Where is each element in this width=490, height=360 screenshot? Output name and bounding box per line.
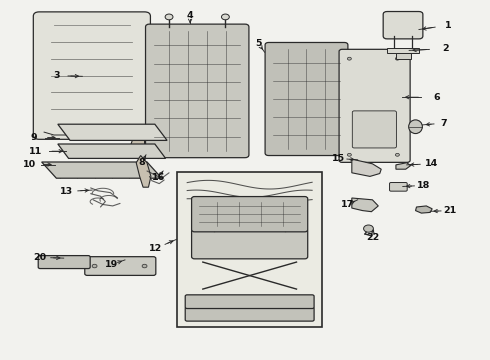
Circle shape [347,57,351,60]
Text: 22: 22 [366,233,379,242]
FancyBboxPatch shape [265,42,348,156]
Text: 5: 5 [255,39,262,48]
Text: 8: 8 [139,158,146,167]
Text: 3: 3 [53,71,60,80]
Polygon shape [136,156,151,187]
Text: 7: 7 [440,118,447,127]
FancyBboxPatch shape [383,12,423,39]
FancyBboxPatch shape [38,256,90,269]
Text: 4: 4 [187,10,194,19]
Polygon shape [42,162,162,178]
Polygon shape [58,124,167,140]
Circle shape [347,153,351,156]
Text: 19: 19 [105,260,119,269]
Text: 14: 14 [424,159,438,168]
FancyBboxPatch shape [192,197,308,232]
Circle shape [165,14,173,20]
Text: 6: 6 [434,93,441,102]
Text: 9: 9 [30,133,37,142]
FancyBboxPatch shape [185,307,314,321]
Text: 15: 15 [332,154,344,163]
FancyBboxPatch shape [339,49,410,162]
FancyBboxPatch shape [192,229,308,259]
Text: 21: 21 [443,206,457,215]
FancyBboxPatch shape [352,111,396,148]
FancyBboxPatch shape [85,257,156,275]
Polygon shape [416,206,432,213]
Polygon shape [130,133,145,155]
Polygon shape [396,163,411,169]
Bar [396,53,411,59]
Text: 1: 1 [445,21,452,30]
FancyBboxPatch shape [33,12,150,139]
Circle shape [142,264,147,268]
Text: 17: 17 [341,200,355,209]
Bar [177,172,322,327]
Text: 18: 18 [417,181,431,190]
Circle shape [364,225,373,232]
Bar [387,48,419,53]
Circle shape [395,57,399,60]
Polygon shape [352,198,378,212]
Circle shape [395,153,399,156]
Polygon shape [58,144,166,158]
Text: 20: 20 [34,253,47,262]
Text: 16: 16 [151,173,165,181]
Ellipse shape [409,120,422,134]
Text: 12: 12 [149,244,163,253]
Circle shape [92,264,97,268]
FancyBboxPatch shape [390,183,407,191]
Text: 13: 13 [60,187,73,196]
FancyBboxPatch shape [146,24,249,158]
Text: 2: 2 [442,44,449,53]
Text: 10: 10 [23,160,36,169]
Text: 11: 11 [28,147,42,156]
Polygon shape [352,159,381,176]
Circle shape [221,14,229,20]
FancyBboxPatch shape [185,295,314,309]
